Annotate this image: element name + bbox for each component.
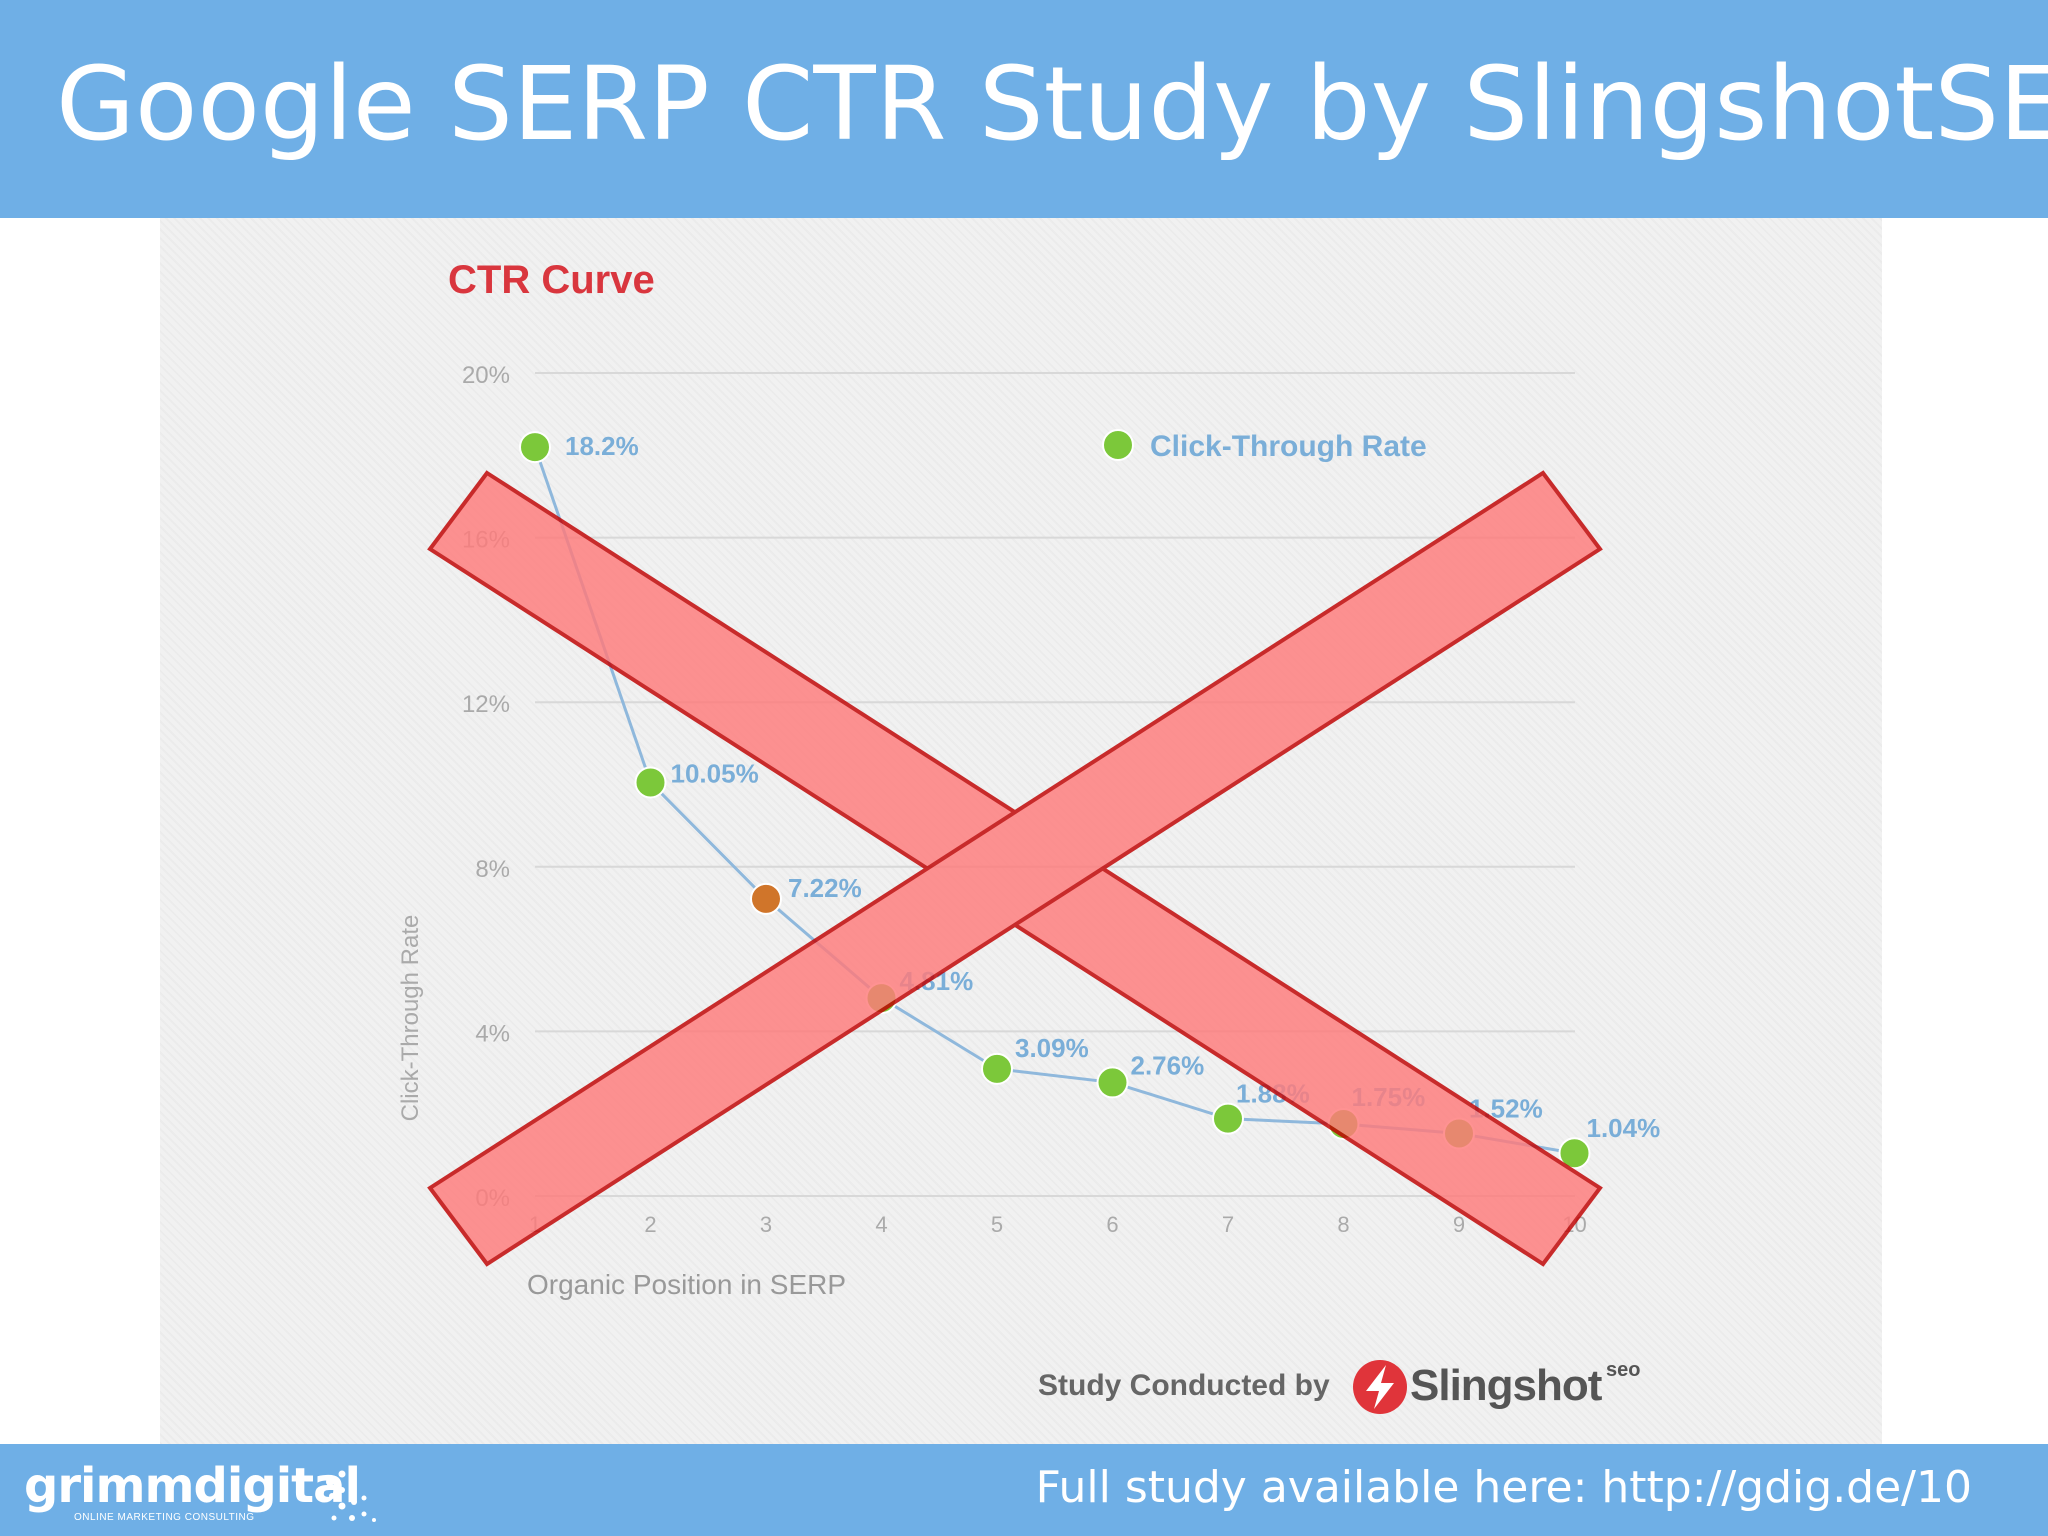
- slide-title: Google SERP CTR Study by SlingshotSEO: [56, 45, 2048, 164]
- x-tick-label: 3: [760, 1212, 772, 1237]
- study-credit: Study Conducted by Slingshot seo: [1038, 1347, 1678, 1427]
- logo-wordmark: grimmdigital: [24, 1458, 361, 1514]
- slide-header: Google SERP CTR Study by SlingshotSEO: [0, 0, 2048, 218]
- ctr-chart: CTR Curve0%4%8%12%16%20%12345678910Organ…: [397, 258, 1661, 1300]
- footer-study-link[interactable]: Full study available here: http://gdig.d…: [1035, 1462, 1972, 1513]
- x-tick-label: 6: [1106, 1212, 1118, 1237]
- red-x-bar-up: [427, 470, 1603, 1267]
- x-tick-label: 5: [991, 1212, 1003, 1237]
- slingshot-logo-icon: [1353, 1360, 1407, 1414]
- y-axis-label: Click-Through Rate: [397, 915, 424, 1122]
- legend-marker: [1102, 429, 1134, 461]
- data-label: 2.76%: [1131, 1050, 1205, 1080]
- legend-label: Click-Through Rate: [1150, 430, 1427, 463]
- x-tick-label: 9: [1453, 1212, 1465, 1237]
- chart-title: CTR Curve: [448, 258, 655, 302]
- red-x-overlay: [427, 470, 1603, 1267]
- data-label: 18.2%: [565, 431, 639, 461]
- slide-footer: grimmdigital ONLINE MARKETING CONSULTING…: [0, 1444, 2048, 1536]
- data-label: 3.09%: [1015, 1033, 1089, 1063]
- grimmdigital-logo: grimmdigital ONLINE MARKETING CONSULTING: [24, 1458, 384, 1528]
- data-label: 10.05%: [671, 758, 759, 788]
- data-point: [519, 431, 551, 464]
- data-point: [634, 766, 667, 799]
- data-point: [981, 1052, 1013, 1085]
- y-tick-label: 20%: [462, 362, 510, 389]
- chart-figure: CTR Curve0%4%8%12%16%20%12345678910Organ…: [160, 218, 1882, 1444]
- x-tick-label: 2: [644, 1212, 656, 1237]
- logo-tagline: ONLINE MARKETING CONSULTING: [74, 1512, 255, 1523]
- data-point: [1212, 1102, 1244, 1135]
- credit-prefix: Study Conducted by: [1038, 1369, 1330, 1402]
- x-tick-label: 4: [875, 1212, 887, 1237]
- y-tick-label: 8%: [475, 856, 510, 883]
- x-tick-label: 8: [1337, 1212, 1349, 1237]
- credit-brand: Slingshot: [1410, 1361, 1602, 1410]
- data-label: 1.04%: [1587, 1113, 1661, 1143]
- data-point: [1558, 1137, 1591, 1170]
- x-tick-label: 7: [1222, 1212, 1234, 1237]
- x-axis-label: Organic Position in SERP: [527, 1269, 846, 1300]
- credit-brand-sup: seo: [1606, 1359, 1641, 1381]
- logo-dots-icon: [316, 1470, 376, 1522]
- data-label: 7.22%: [788, 873, 862, 903]
- data-point: [750, 882, 782, 915]
- y-tick-label: 12%: [462, 691, 510, 718]
- data-point: [1096, 1066, 1129, 1099]
- y-tick-label: 4%: [475, 1020, 510, 1047]
